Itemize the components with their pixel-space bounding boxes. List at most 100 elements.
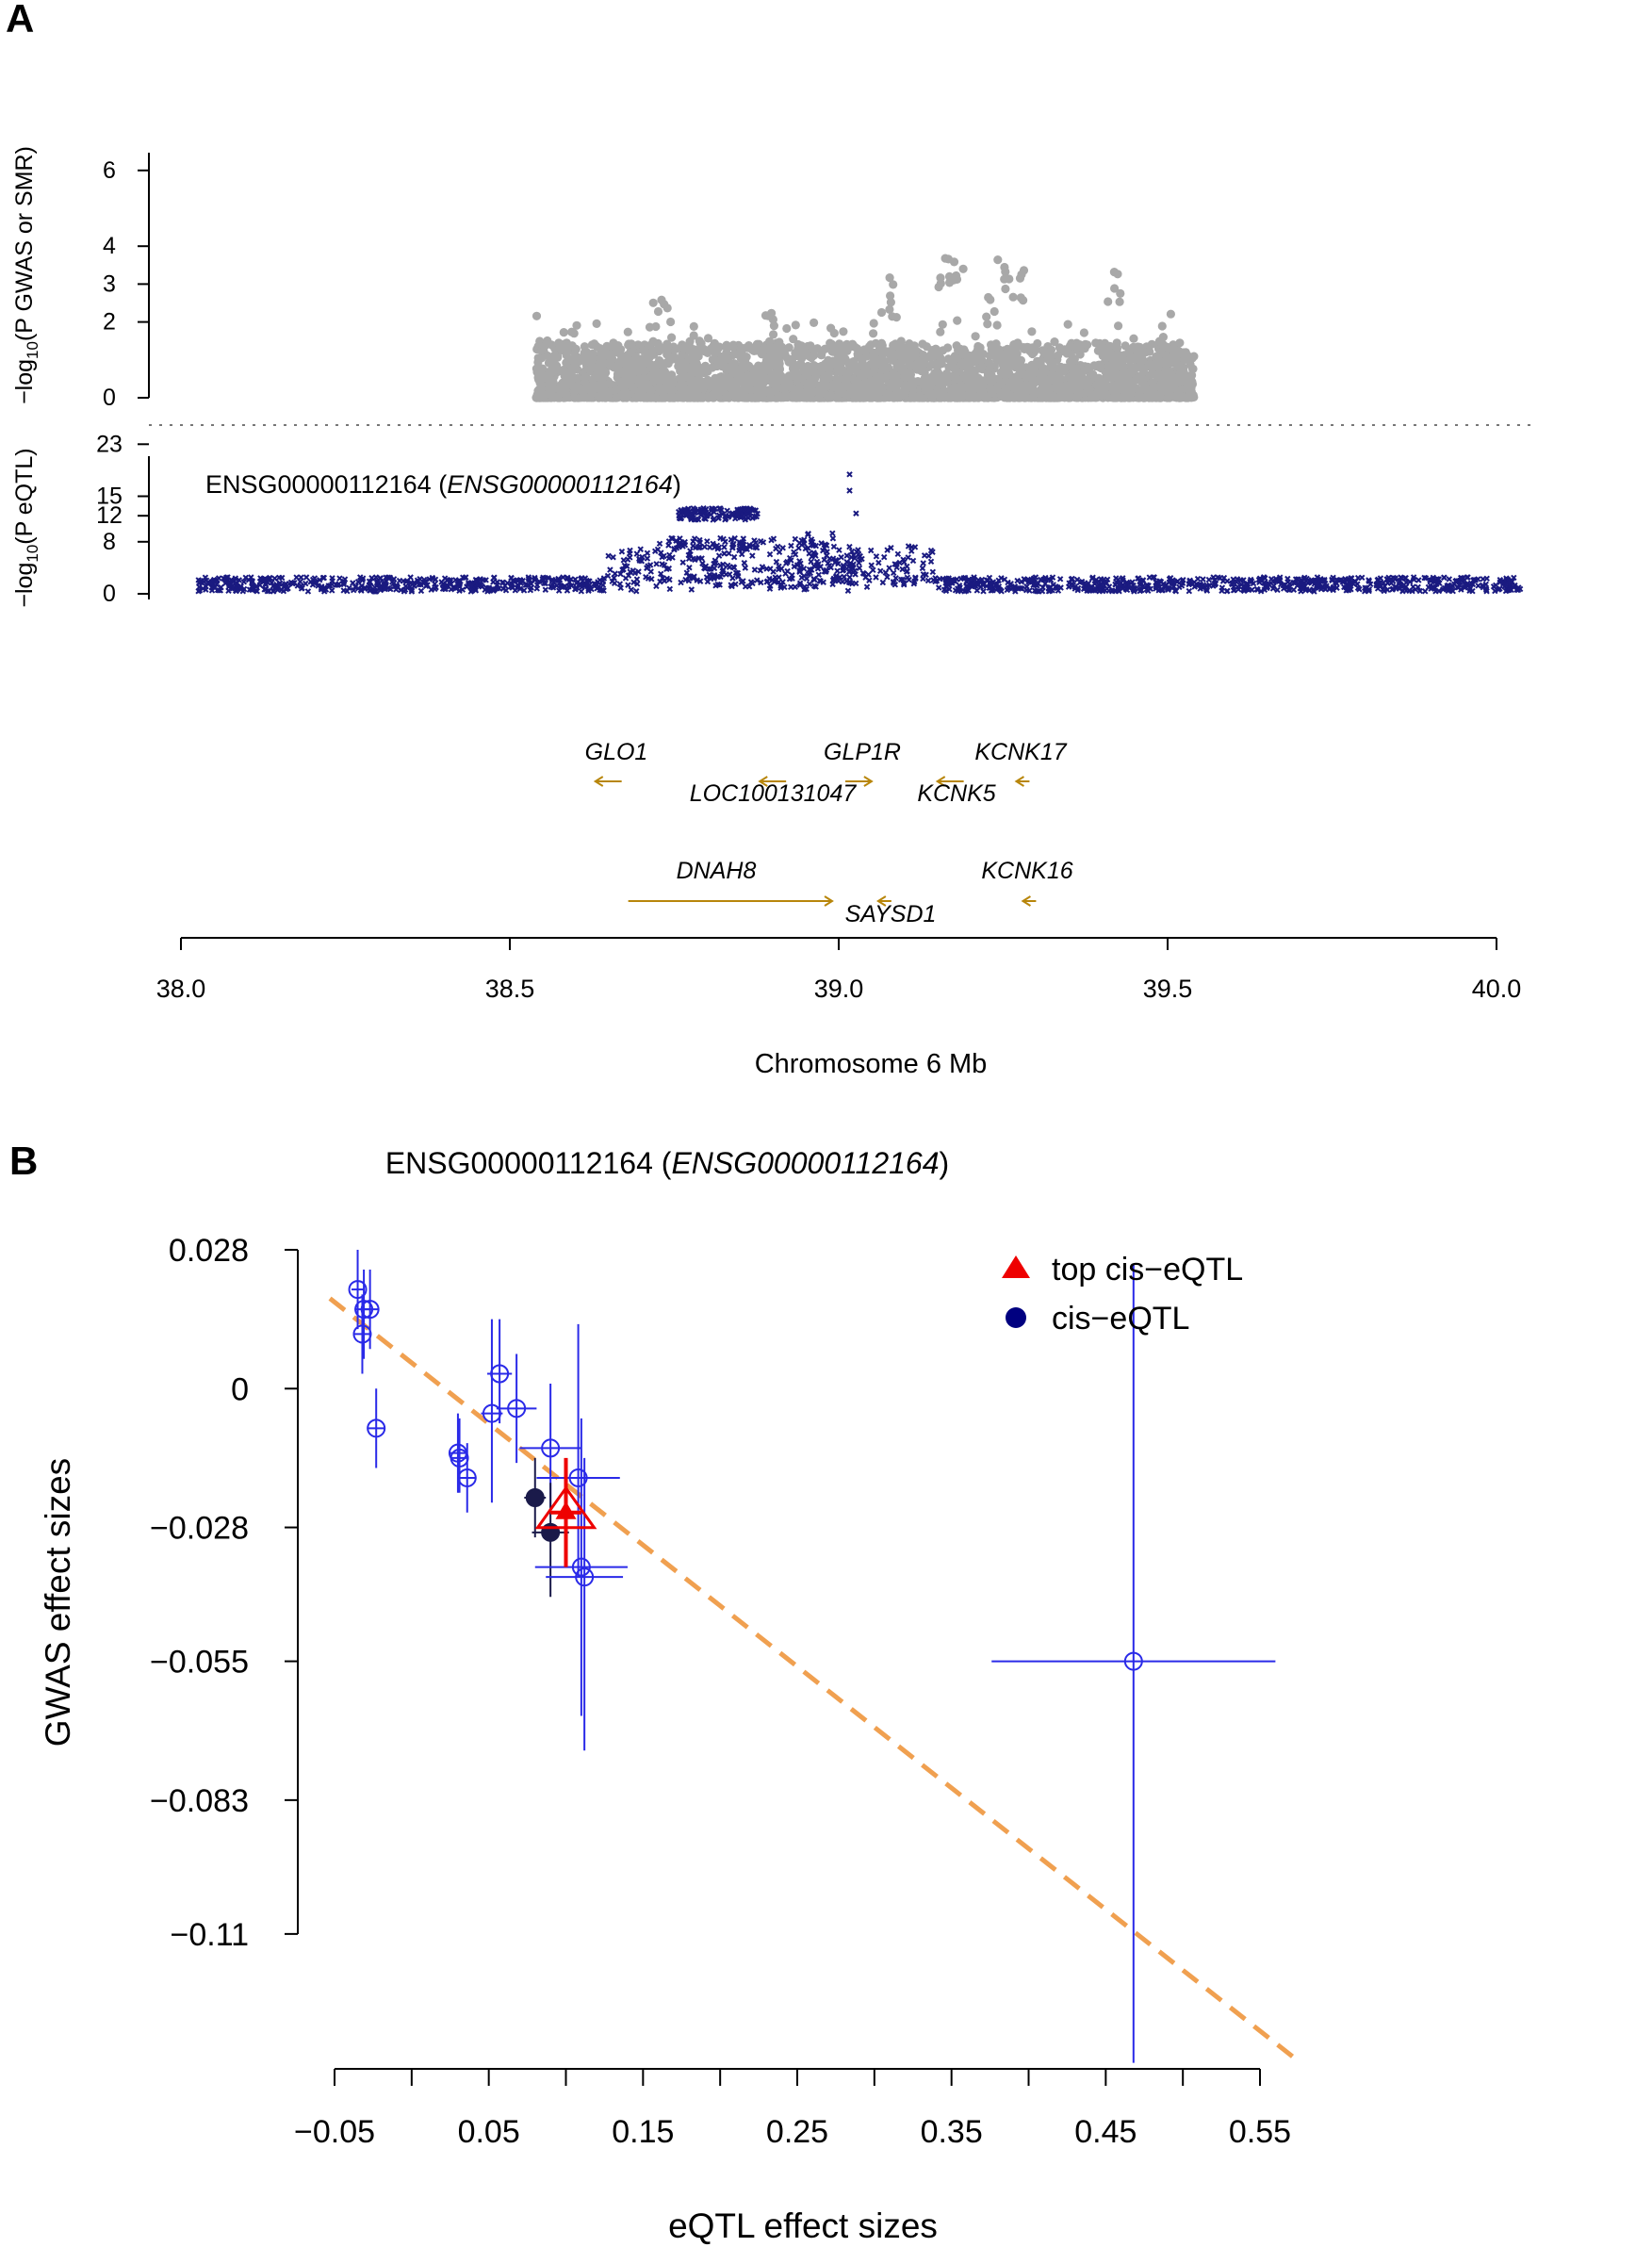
gwas-point: [1114, 321, 1123, 331]
gwas-point: [1185, 381, 1194, 390]
gwas-point: [1094, 375, 1104, 385]
eqtl-point: [1139, 578, 1146, 584]
gwas-point: [685, 393, 695, 402]
eqtl-point: [1015, 584, 1022, 592]
eqtl-point: [1004, 586, 1011, 594]
gwas-point: [1049, 363, 1059, 372]
eqtl-point: [628, 586, 635, 593]
gwas-point: [839, 345, 848, 355]
gwas-point: [1063, 320, 1072, 329]
eqtl-point: [468, 582, 476, 589]
gwas-point: [885, 347, 894, 356]
gwas-point: [1050, 337, 1059, 347]
gwas-point: [1084, 378, 1093, 387]
gwas-point: [942, 369, 952, 378]
eqtl-point: [618, 548, 626, 555]
gwas-point: [889, 369, 898, 378]
eqtl-point: [1100, 576, 1107, 583]
gwas-points: [532, 254, 1199, 402]
gwas-point: [695, 339, 705, 349]
eqtl-point: [1301, 580, 1308, 586]
eqtl-point: [1492, 587, 1498, 595]
eqtl-point: [666, 551, 673, 559]
eqtl-point: [936, 576, 943, 582]
eqtl-point: [617, 584, 624, 592]
eqtl-point: [1415, 577, 1422, 583]
eqtl-point: [1452, 578, 1459, 584]
gwas-point: [698, 384, 708, 393]
eqtl-point: [269, 579, 275, 586]
eqtl-point: [946, 585, 953, 593]
gwas-point: [943, 343, 953, 353]
gwas-point: [544, 388, 553, 398]
gwas-point: [1009, 339, 1019, 350]
eqtl-point: [806, 566, 813, 573]
gwas-point: [728, 360, 738, 369]
eqtl-point: [904, 574, 911, 582]
eqtl-point: [240, 585, 248, 593]
eqtl-point: [429, 575, 436, 582]
gwas-point: [1166, 309, 1175, 319]
gwas-point: [1001, 356, 1010, 366]
gwas-point: [1165, 384, 1174, 393]
eqtl-point: [1392, 576, 1398, 582]
eqtl-point: [225, 587, 232, 595]
gwas-point: [627, 348, 636, 357]
eqtl-point: [679, 559, 686, 566]
eqtl-point: [1253, 585, 1261, 593]
eqtl-point: [566, 579, 573, 585]
gwas-point: [660, 300, 669, 309]
eqtl-point: [408, 586, 416, 594]
eqtl-point: [607, 566, 613, 573]
eqtl-point: [817, 578, 824, 584]
gwas-point: [967, 373, 976, 383]
eqtl-point: [695, 554, 702, 562]
gwas-point: [1095, 360, 1104, 369]
eqtl-point: [1115, 576, 1121, 583]
eqtl-point: [1458, 586, 1464, 593]
eqtl-point: [381, 579, 388, 586]
gwas-point: [569, 393, 579, 402]
gwas-point: [563, 345, 572, 354]
gwas-point: [595, 360, 604, 369]
eqtl-point: [215, 575, 222, 582]
eqtl-point: [757, 567, 764, 574]
gwas-point: [983, 320, 992, 329]
eqtl-point: [1346, 582, 1353, 589]
eqtl-point: [612, 570, 618, 577]
gwas-point: [1040, 365, 1050, 374]
gwas-point: [982, 312, 991, 321]
gwas-y-tick-label: 6: [103, 157, 116, 184]
eqtl-point: [911, 544, 919, 550]
gwas-point: [609, 338, 618, 348]
gwas-point: [843, 390, 853, 400]
eqtl-point: [661, 577, 668, 584]
eqtl-point: [1266, 582, 1272, 588]
gwas-point: [957, 381, 966, 390]
gwas-point: [791, 385, 800, 395]
gwas-point: [1169, 353, 1179, 362]
eqtl-point: [1180, 576, 1186, 583]
gwas-point: [739, 359, 748, 369]
eqtl-point: [923, 571, 929, 579]
gwas-point: [569, 386, 580, 396]
eqtl-point: [1257, 588, 1265, 595]
gwas-y-label: −log10(P GWAS or SMR): [11, 146, 41, 404]
gwas-point: [722, 393, 731, 402]
eqtl-point: [905, 554, 911, 561]
gwas-point: [1180, 355, 1189, 365]
eqtl-point: [1147, 585, 1153, 593]
eqtl-point: [508, 581, 515, 588]
gwas-point: [750, 393, 760, 402]
gwas-point: [1066, 392, 1076, 402]
eqtl-point: [240, 579, 248, 585]
eqtl-point: [1475, 582, 1481, 589]
eqtl-point: [1272, 578, 1280, 585]
eqtl-point: [533, 585, 540, 592]
eqtl-point: [995, 577, 1002, 584]
gwas-point: [1091, 338, 1101, 348]
eqtl-point: [688, 586, 695, 593]
eqtl-point: [1290, 586, 1298, 593]
gwas-point: [1020, 344, 1029, 353]
